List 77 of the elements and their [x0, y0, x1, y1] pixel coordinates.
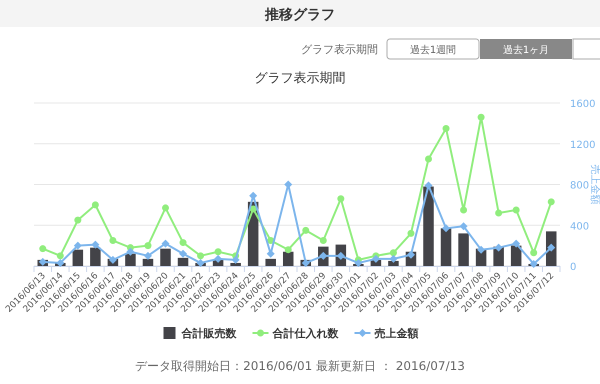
point [39, 245, 46, 252]
point [390, 249, 397, 256]
point [478, 114, 485, 121]
point [547, 244, 556, 252]
point [249, 192, 258, 200]
point [548, 198, 555, 206]
y2-tick-label: 1600 [570, 99, 596, 110]
point [512, 240, 520, 248]
bar [230, 262, 241, 266]
text: 過去1週間 [410, 44, 456, 56]
bar [142, 258, 154, 266]
point [442, 124, 450, 132]
point [302, 226, 310, 234]
point [162, 204, 169, 212]
point [320, 237, 327, 244]
bar [458, 233, 469, 266]
point [337, 195, 344, 202]
y2-axis-title: 売上金額 [589, 164, 600, 204]
text: 過去1ヶ月 [502, 44, 550, 56]
y2-tick-label: 400 [570, 221, 590, 232]
point [91, 240, 100, 249]
bar [510, 246, 522, 266]
y2-tick-label: 800 [570, 180, 590, 192]
point [284, 246, 292, 254]
point [477, 246, 486, 254]
point [407, 230, 414, 237]
point [74, 242, 82, 250]
bar [440, 228, 452, 266]
chart-title: 推移グラフ [264, 7, 335, 23]
point [372, 254, 380, 263]
text: データ取得開始日：2016/06/01 最新更新日 ： 2016/07/13 [135, 359, 465, 373]
point [494, 244, 503, 252]
point [530, 249, 538, 256]
point [108, 256, 117, 264]
bar [125, 254, 136, 266]
bar [282, 252, 294, 266]
point [460, 222, 468, 230]
point [74, 216, 82, 224]
bar [178, 258, 188, 266]
point [162, 240, 170, 248]
point [424, 182, 432, 190]
point [232, 256, 240, 264]
point [512, 206, 520, 214]
point [214, 254, 222, 263]
point [109, 237, 116, 244]
point [530, 260, 538, 268]
text: グラフ表示期間 [301, 43, 378, 56]
chart-subtitle: グラフ表示期間 [254, 71, 346, 86]
point [389, 254, 398, 263]
point [460, 206, 468, 214]
bar [265, 258, 276, 266]
point [495, 210, 502, 217]
point [442, 224, 450, 232]
bar [423, 186, 434, 266]
legend-label: 売上金額 [374, 327, 418, 340]
bar [72, 250, 84, 266]
point [425, 156, 432, 163]
point [266, 250, 275, 258]
legend-label: 合計販売数 [180, 327, 238, 340]
point [56, 258, 64, 267]
point [179, 250, 188, 258]
point [197, 252, 204, 260]
point [126, 248, 134, 256]
bar [160, 248, 171, 266]
point [196, 258, 205, 267]
point [144, 252, 152, 260]
point [92, 201, 99, 208]
y2-tick-label: 1200 [570, 140, 596, 151]
point [354, 258, 362, 267]
legend-label: 合計仕入れ数 [272, 327, 340, 340]
point [214, 248, 222, 256]
y2-tick-label: 0 [570, 262, 576, 273]
point [56, 252, 64, 260]
bar [90, 248, 101, 266]
point [144, 242, 152, 250]
point [180, 239, 187, 246]
bar [388, 260, 399, 266]
